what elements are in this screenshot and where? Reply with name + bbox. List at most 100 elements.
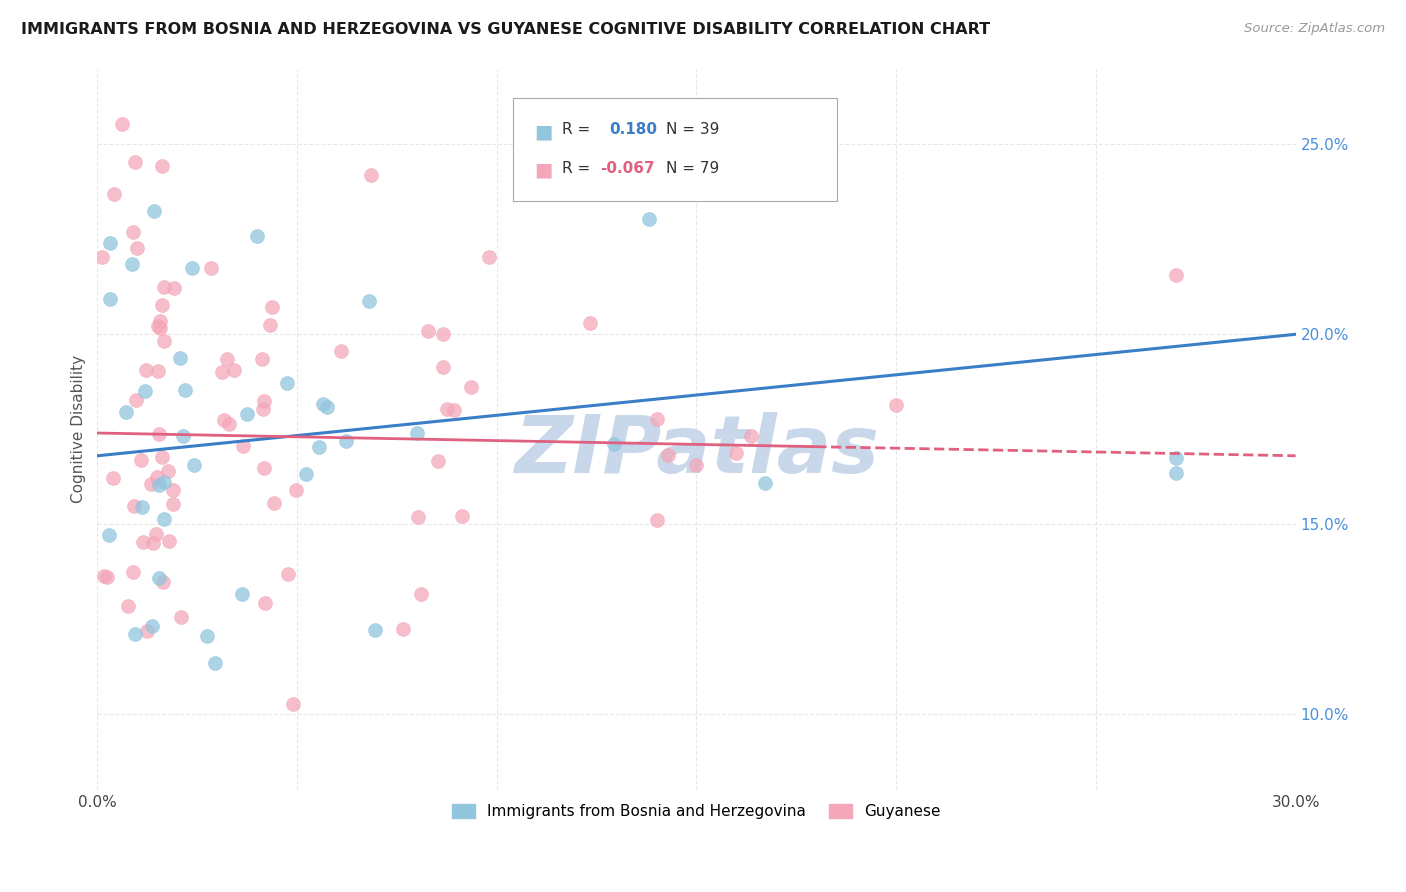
Point (246, 229, 269, 244)
Point (163, 281, 186, 295)
Text: R =: R = (562, 161, 596, 176)
Point (360, 168, 382, 182)
Point (259, 318, 281, 332)
Point (122, 565, 145, 579)
Point (121, 226, 143, 240)
Point (135, 624, 157, 638)
Point (127, 241, 149, 255)
Point (657, 449, 679, 463)
Point (115, 405, 138, 419)
Point (754, 475, 776, 490)
Point (416, 324, 439, 338)
Point (122, 499, 145, 513)
Point (153, 280, 176, 294)
Text: N = 39: N = 39 (666, 122, 720, 137)
Point (124, 155, 146, 169)
Point (253, 393, 276, 408)
Point (740, 428, 762, 442)
Point (277, 567, 299, 582)
Point (111, 117, 134, 131)
Point (432, 359, 454, 374)
Text: Source: ZipAtlas.com: Source: ZipAtlas.com (1244, 22, 1385, 36)
Point (150, 159, 173, 173)
Point (211, 365, 233, 379)
Point (281, 697, 304, 711)
Point (148, 426, 170, 441)
Point (1164, 451, 1187, 466)
Point (170, 610, 193, 624)
Point (432, 327, 454, 342)
Point (142, 536, 165, 550)
Point (212, 413, 235, 427)
Point (364, 624, 387, 638)
Point (252, 352, 274, 367)
Point (174, 383, 197, 397)
Point (638, 212, 661, 227)
Point (725, 445, 748, 459)
Point (98, 527, 121, 541)
Point (1164, 268, 1187, 282)
Point (162, 483, 184, 498)
Point (152, 334, 174, 348)
Point (149, 320, 172, 334)
Point (150, 450, 173, 464)
Point (169, 351, 191, 365)
Point (131, 535, 153, 549)
Point (253, 596, 276, 610)
Point (308, 441, 330, 455)
Point (135, 363, 157, 377)
Point (146, 318, 169, 333)
Point (148, 570, 170, 584)
Point (253, 461, 276, 475)
Point (117, 599, 139, 613)
Point (316, 401, 339, 415)
Point (93, 569, 115, 583)
Point (231, 587, 253, 601)
Text: 0.180: 0.180 (609, 122, 657, 137)
Point (392, 622, 415, 636)
Point (262, 300, 284, 314)
Point (204, 657, 226, 671)
Point (145, 526, 167, 541)
Point (284, 483, 307, 497)
Point (141, 476, 163, 491)
Point (645, 513, 668, 527)
Point (157, 533, 180, 548)
Point (436, 401, 458, 416)
Point (312, 397, 335, 411)
Point (406, 426, 429, 441)
Point (152, 574, 174, 589)
Point (451, 509, 474, 524)
Point (409, 587, 432, 601)
Point (477, 251, 499, 265)
Point (460, 380, 482, 394)
Point (121, 257, 143, 271)
Text: N = 79: N = 79 (666, 161, 720, 176)
Point (1164, 467, 1187, 481)
Point (200, 260, 222, 275)
Point (252, 402, 274, 417)
Point (218, 417, 240, 432)
Point (152, 512, 174, 526)
Point (101, 471, 124, 485)
Point (295, 467, 318, 481)
Point (129, 453, 152, 467)
Point (276, 376, 298, 391)
Point (148, 477, 170, 491)
Point (335, 434, 357, 449)
Point (98, 235, 121, 250)
Point (183, 458, 205, 472)
Point (162, 497, 184, 511)
Point (131, 500, 153, 514)
Point (579, 316, 602, 330)
Text: R =: R = (562, 122, 600, 137)
Point (134, 384, 156, 398)
Point (236, 407, 259, 421)
Point (180, 261, 202, 276)
Point (602, 437, 624, 451)
Point (98, 292, 121, 306)
Point (103, 186, 125, 201)
Text: ■: ■ (534, 161, 553, 179)
Point (884, 398, 907, 412)
Legend: Immigrants from Bosnia and Herzegovina, Guyanese: Immigrants from Bosnia and Herzegovina, … (446, 798, 946, 826)
